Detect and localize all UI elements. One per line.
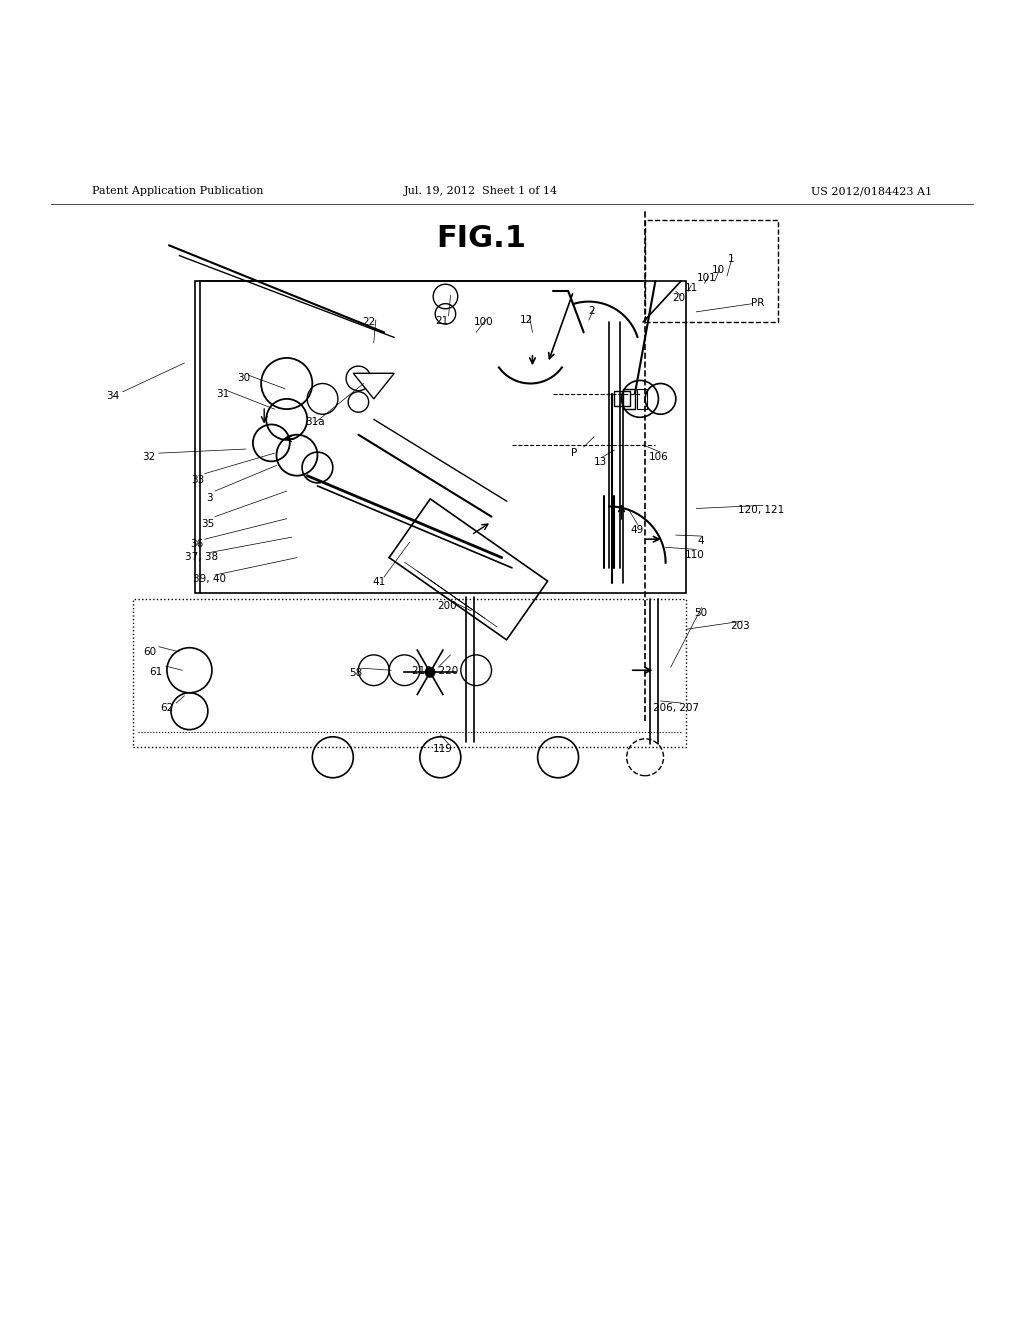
Text: 35: 35 <box>202 519 214 529</box>
Text: 3: 3 <box>207 494 213 503</box>
Text: Patent Application Publication: Patent Application Publication <box>92 186 263 195</box>
Text: 37, 38: 37, 38 <box>185 552 218 561</box>
Text: 106: 106 <box>648 453 669 462</box>
Text: 50: 50 <box>694 609 707 618</box>
Text: 12: 12 <box>520 315 532 325</box>
Text: 119: 119 <box>432 744 453 754</box>
Bar <box>195 281 686 594</box>
Text: 11: 11 <box>685 284 697 293</box>
Text: 36: 36 <box>190 540 203 549</box>
Text: 41: 41 <box>373 577 385 587</box>
Text: 30: 30 <box>238 374 250 383</box>
Text: 31a: 31a <box>305 417 326 428</box>
Text: 60: 60 <box>143 647 156 657</box>
Text: 58: 58 <box>349 668 361 678</box>
Bar <box>623 388 635 409</box>
Text: 49: 49 <box>631 525 643 535</box>
Text: 2: 2 <box>589 306 595 315</box>
Text: 1: 1 <box>728 253 734 264</box>
Text: P: P <box>571 449 578 458</box>
Text: 21: 21 <box>436 315 449 326</box>
Text: 22: 22 <box>362 317 375 327</box>
Polygon shape <box>353 374 394 399</box>
Circle shape <box>425 667 435 677</box>
Bar <box>614 391 630 407</box>
Text: 33: 33 <box>191 475 204 484</box>
Text: 39, 40: 39, 40 <box>194 574 226 585</box>
Text: 13: 13 <box>594 457 606 467</box>
Text: 10: 10 <box>713 265 725 275</box>
Text: 110: 110 <box>684 549 705 560</box>
Text: 219, 220: 219, 220 <box>412 667 459 676</box>
Text: 32: 32 <box>142 453 155 462</box>
Text: 34: 34 <box>106 391 119 401</box>
Text: Jul. 19, 2012  Sheet 1 of 14: Jul. 19, 2012 Sheet 1 of 14 <box>404 186 558 195</box>
Text: FIG.1: FIG.1 <box>436 223 526 252</box>
Text: 120, 121: 120, 121 <box>737 506 784 516</box>
Bar <box>133 598 686 747</box>
Text: 200: 200 <box>437 601 458 611</box>
Text: 203: 203 <box>730 622 751 631</box>
Text: 4: 4 <box>697 536 703 546</box>
Text: PR: PR <box>751 297 765 308</box>
Text: 31: 31 <box>217 389 229 399</box>
Text: 61: 61 <box>150 668 162 677</box>
Text: 62: 62 <box>161 704 173 713</box>
Bar <box>637 388 647 409</box>
Bar <box>645 219 778 322</box>
Text: 101: 101 <box>696 273 717 282</box>
Text: 206, 207: 206, 207 <box>652 704 699 713</box>
Text: US 2012/0184423 A1: US 2012/0184423 A1 <box>811 186 932 195</box>
Text: 100: 100 <box>473 317 494 327</box>
Text: 20: 20 <box>673 293 685 302</box>
